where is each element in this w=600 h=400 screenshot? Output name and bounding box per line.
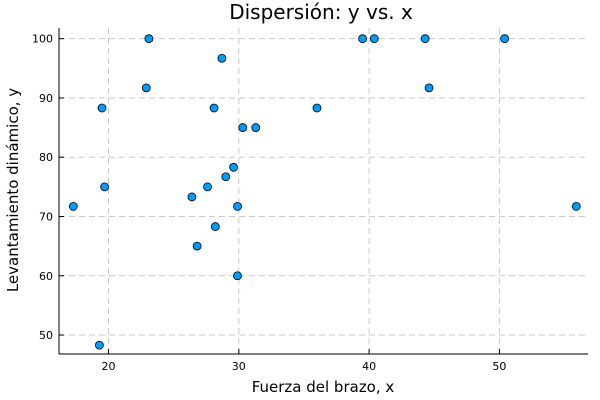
x-axis-title: Fuerza del brazo, x [252,378,395,396]
data-point [358,34,367,44]
data-point [238,123,248,132]
data-point [203,182,212,192]
chart-title: Dispersión: y vs. x [229,0,413,24]
data-point [209,103,219,113]
data-point [424,83,434,93]
data-point [571,202,581,211]
y-tick-label: 70 [39,210,53,223]
x-tick-label: 20 [102,360,116,373]
data-point [210,222,220,231]
data-point [141,83,151,93]
tick-labels: 20 30 40 50 50 60 70 80 90 100 [32,33,506,373]
y-tick-label: 60 [39,270,53,283]
data-point [420,34,430,44]
data-point [192,241,202,251]
y-tick-label: 50 [39,329,53,342]
x-tick-label: 50 [492,360,506,373]
data-point [100,182,110,192]
y-tick-label: 80 [39,151,53,164]
data-point [233,202,242,211]
data-point [97,103,107,113]
data-point [144,34,154,44]
data-point [217,53,227,63]
data-point [221,172,231,182]
x-tick-label: 30 [232,360,246,373]
data-point [229,162,238,172]
data-point [233,271,242,281]
x-tick-label: 40 [362,360,376,373]
y-axis-title: Levantamiento dinámico, y [4,88,22,292]
data-point [500,34,510,44]
y-tick-label: 100 [32,33,53,46]
data-point [251,123,261,132]
data-point [68,202,78,211]
grid-lines [59,28,588,354]
data-point [312,103,322,113]
y-tick-label: 90 [39,92,53,105]
data-point [187,192,197,202]
data-points [68,34,581,350]
axes [58,28,588,355]
data-point [369,34,379,44]
data-point [94,340,104,350]
